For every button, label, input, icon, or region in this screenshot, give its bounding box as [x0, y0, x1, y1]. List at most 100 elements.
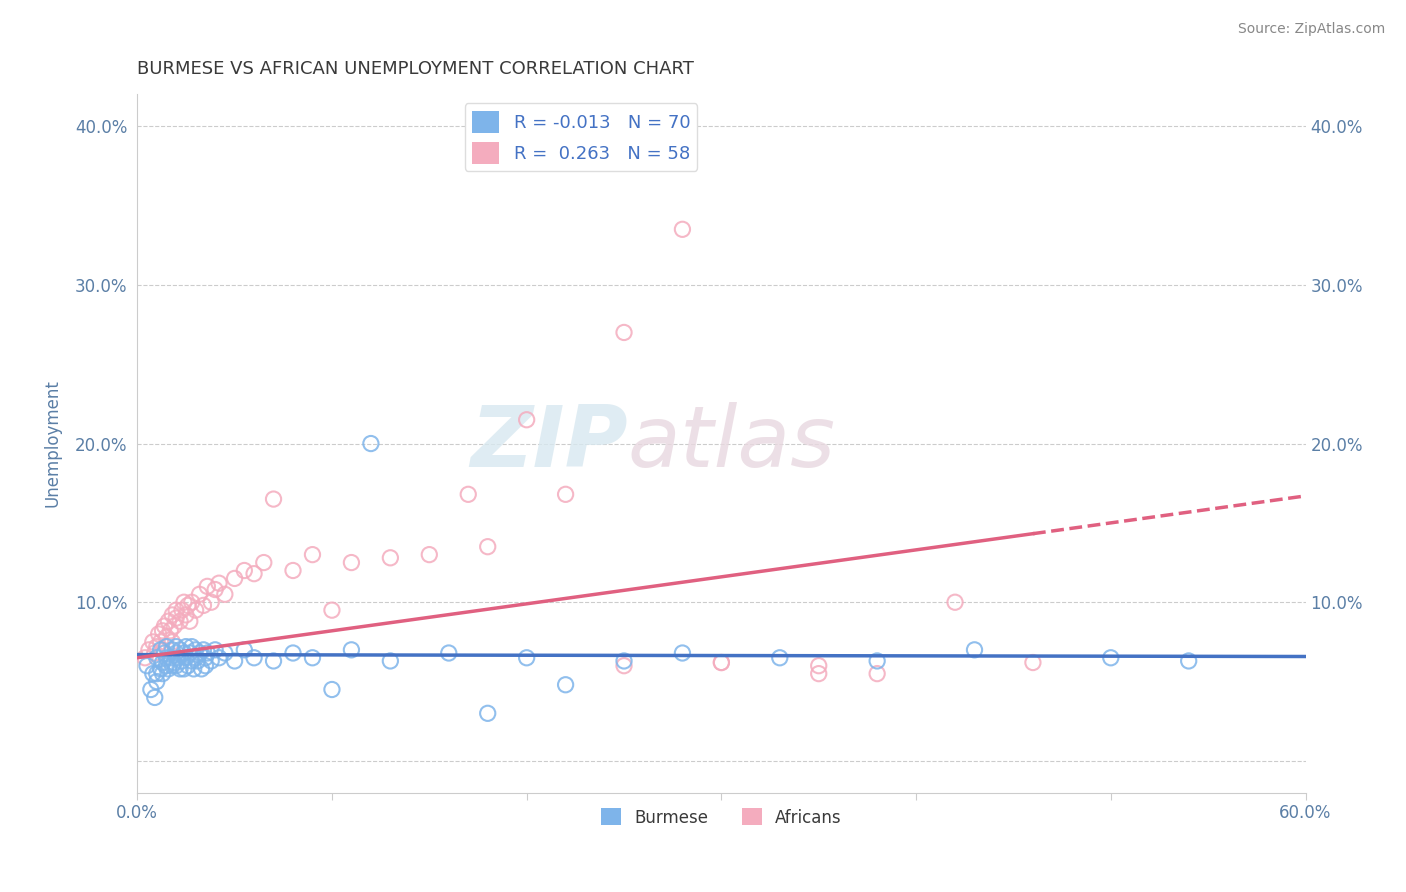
Point — [1022, 656, 1045, 670]
Text: ZIP: ZIP — [470, 402, 628, 485]
Point — [174, 650, 197, 665]
Point — [200, 595, 222, 609]
Point — [263, 654, 285, 668]
Point — [155, 658, 177, 673]
Point — [208, 650, 231, 665]
Point — [165, 611, 187, 625]
Point — [204, 643, 226, 657]
Point — [866, 654, 889, 668]
Point — [671, 222, 693, 236]
Point — [188, 587, 211, 601]
Point — [165, 646, 187, 660]
Point — [163, 656, 186, 670]
Point — [866, 666, 889, 681]
Point — [162, 658, 184, 673]
Point — [163, 619, 186, 633]
Point — [149, 662, 172, 676]
Point — [184, 603, 207, 617]
Point — [180, 654, 202, 668]
Point — [157, 662, 180, 676]
Point — [169, 643, 191, 657]
Point — [145, 640, 167, 654]
Point — [180, 595, 202, 609]
Point — [380, 654, 402, 668]
Point — [138, 643, 160, 657]
Point — [710, 656, 733, 670]
Point — [174, 607, 197, 622]
Point — [224, 571, 246, 585]
Point — [340, 556, 363, 570]
Point — [208, 576, 231, 591]
Point — [321, 603, 343, 617]
Point — [162, 643, 184, 657]
Point — [263, 492, 285, 507]
Point — [340, 643, 363, 657]
Point — [174, 640, 197, 654]
Point — [183, 662, 205, 676]
Point — [155, 650, 177, 665]
Point — [243, 566, 266, 581]
Point — [243, 650, 266, 665]
Point — [190, 662, 212, 676]
Point — [169, 662, 191, 676]
Point — [477, 706, 499, 721]
Point — [159, 650, 181, 665]
Point — [224, 654, 246, 668]
Point — [554, 678, 576, 692]
Point — [177, 599, 200, 613]
Point — [180, 640, 202, 654]
Point — [193, 599, 215, 613]
Point — [1177, 654, 1199, 668]
Point — [170, 654, 193, 668]
Point — [360, 436, 382, 450]
Point — [159, 624, 181, 638]
Point — [554, 487, 576, 501]
Point — [139, 682, 162, 697]
Point — [613, 654, 636, 668]
Point — [613, 326, 636, 340]
Point — [195, 579, 218, 593]
Point — [134, 650, 156, 665]
Point — [200, 654, 222, 668]
Text: BURMESE VS AFRICAN UNEMPLOYMENT CORRELATION CHART: BURMESE VS AFRICAN UNEMPLOYMENT CORRELAT… — [138, 60, 695, 78]
Point — [152, 666, 174, 681]
Point — [157, 614, 180, 628]
Point — [710, 656, 733, 670]
Point — [187, 654, 209, 668]
Text: Source: ZipAtlas.com: Source: ZipAtlas.com — [1237, 22, 1385, 37]
Point — [301, 650, 323, 665]
Point — [457, 487, 479, 501]
Point — [173, 595, 195, 609]
Point — [477, 540, 499, 554]
Point — [214, 646, 236, 660]
Point — [162, 607, 184, 622]
Point — [170, 603, 193, 617]
Point — [173, 646, 195, 660]
Point — [153, 646, 176, 660]
Point — [167, 650, 190, 665]
Point — [153, 619, 176, 633]
Point — [142, 635, 165, 649]
Point — [194, 658, 217, 673]
Point — [613, 658, 636, 673]
Y-axis label: Unemployment: Unemployment — [44, 380, 60, 508]
Point — [233, 564, 256, 578]
Point — [233, 643, 256, 657]
Legend: Burmese, Africans: Burmese, Africans — [595, 802, 848, 833]
Point — [148, 627, 170, 641]
Point — [155, 640, 177, 654]
Point — [143, 646, 166, 660]
Text: atlas: atlas — [628, 402, 837, 485]
Point — [177, 658, 200, 673]
Point — [162, 635, 184, 649]
Point — [149, 635, 172, 649]
Point — [321, 682, 343, 697]
Point — [145, 674, 167, 689]
Point — [380, 550, 402, 565]
Point — [195, 646, 218, 660]
Point — [145, 650, 167, 665]
Point — [152, 656, 174, 670]
Point — [136, 658, 159, 673]
Point — [184, 650, 207, 665]
Point — [769, 650, 792, 665]
